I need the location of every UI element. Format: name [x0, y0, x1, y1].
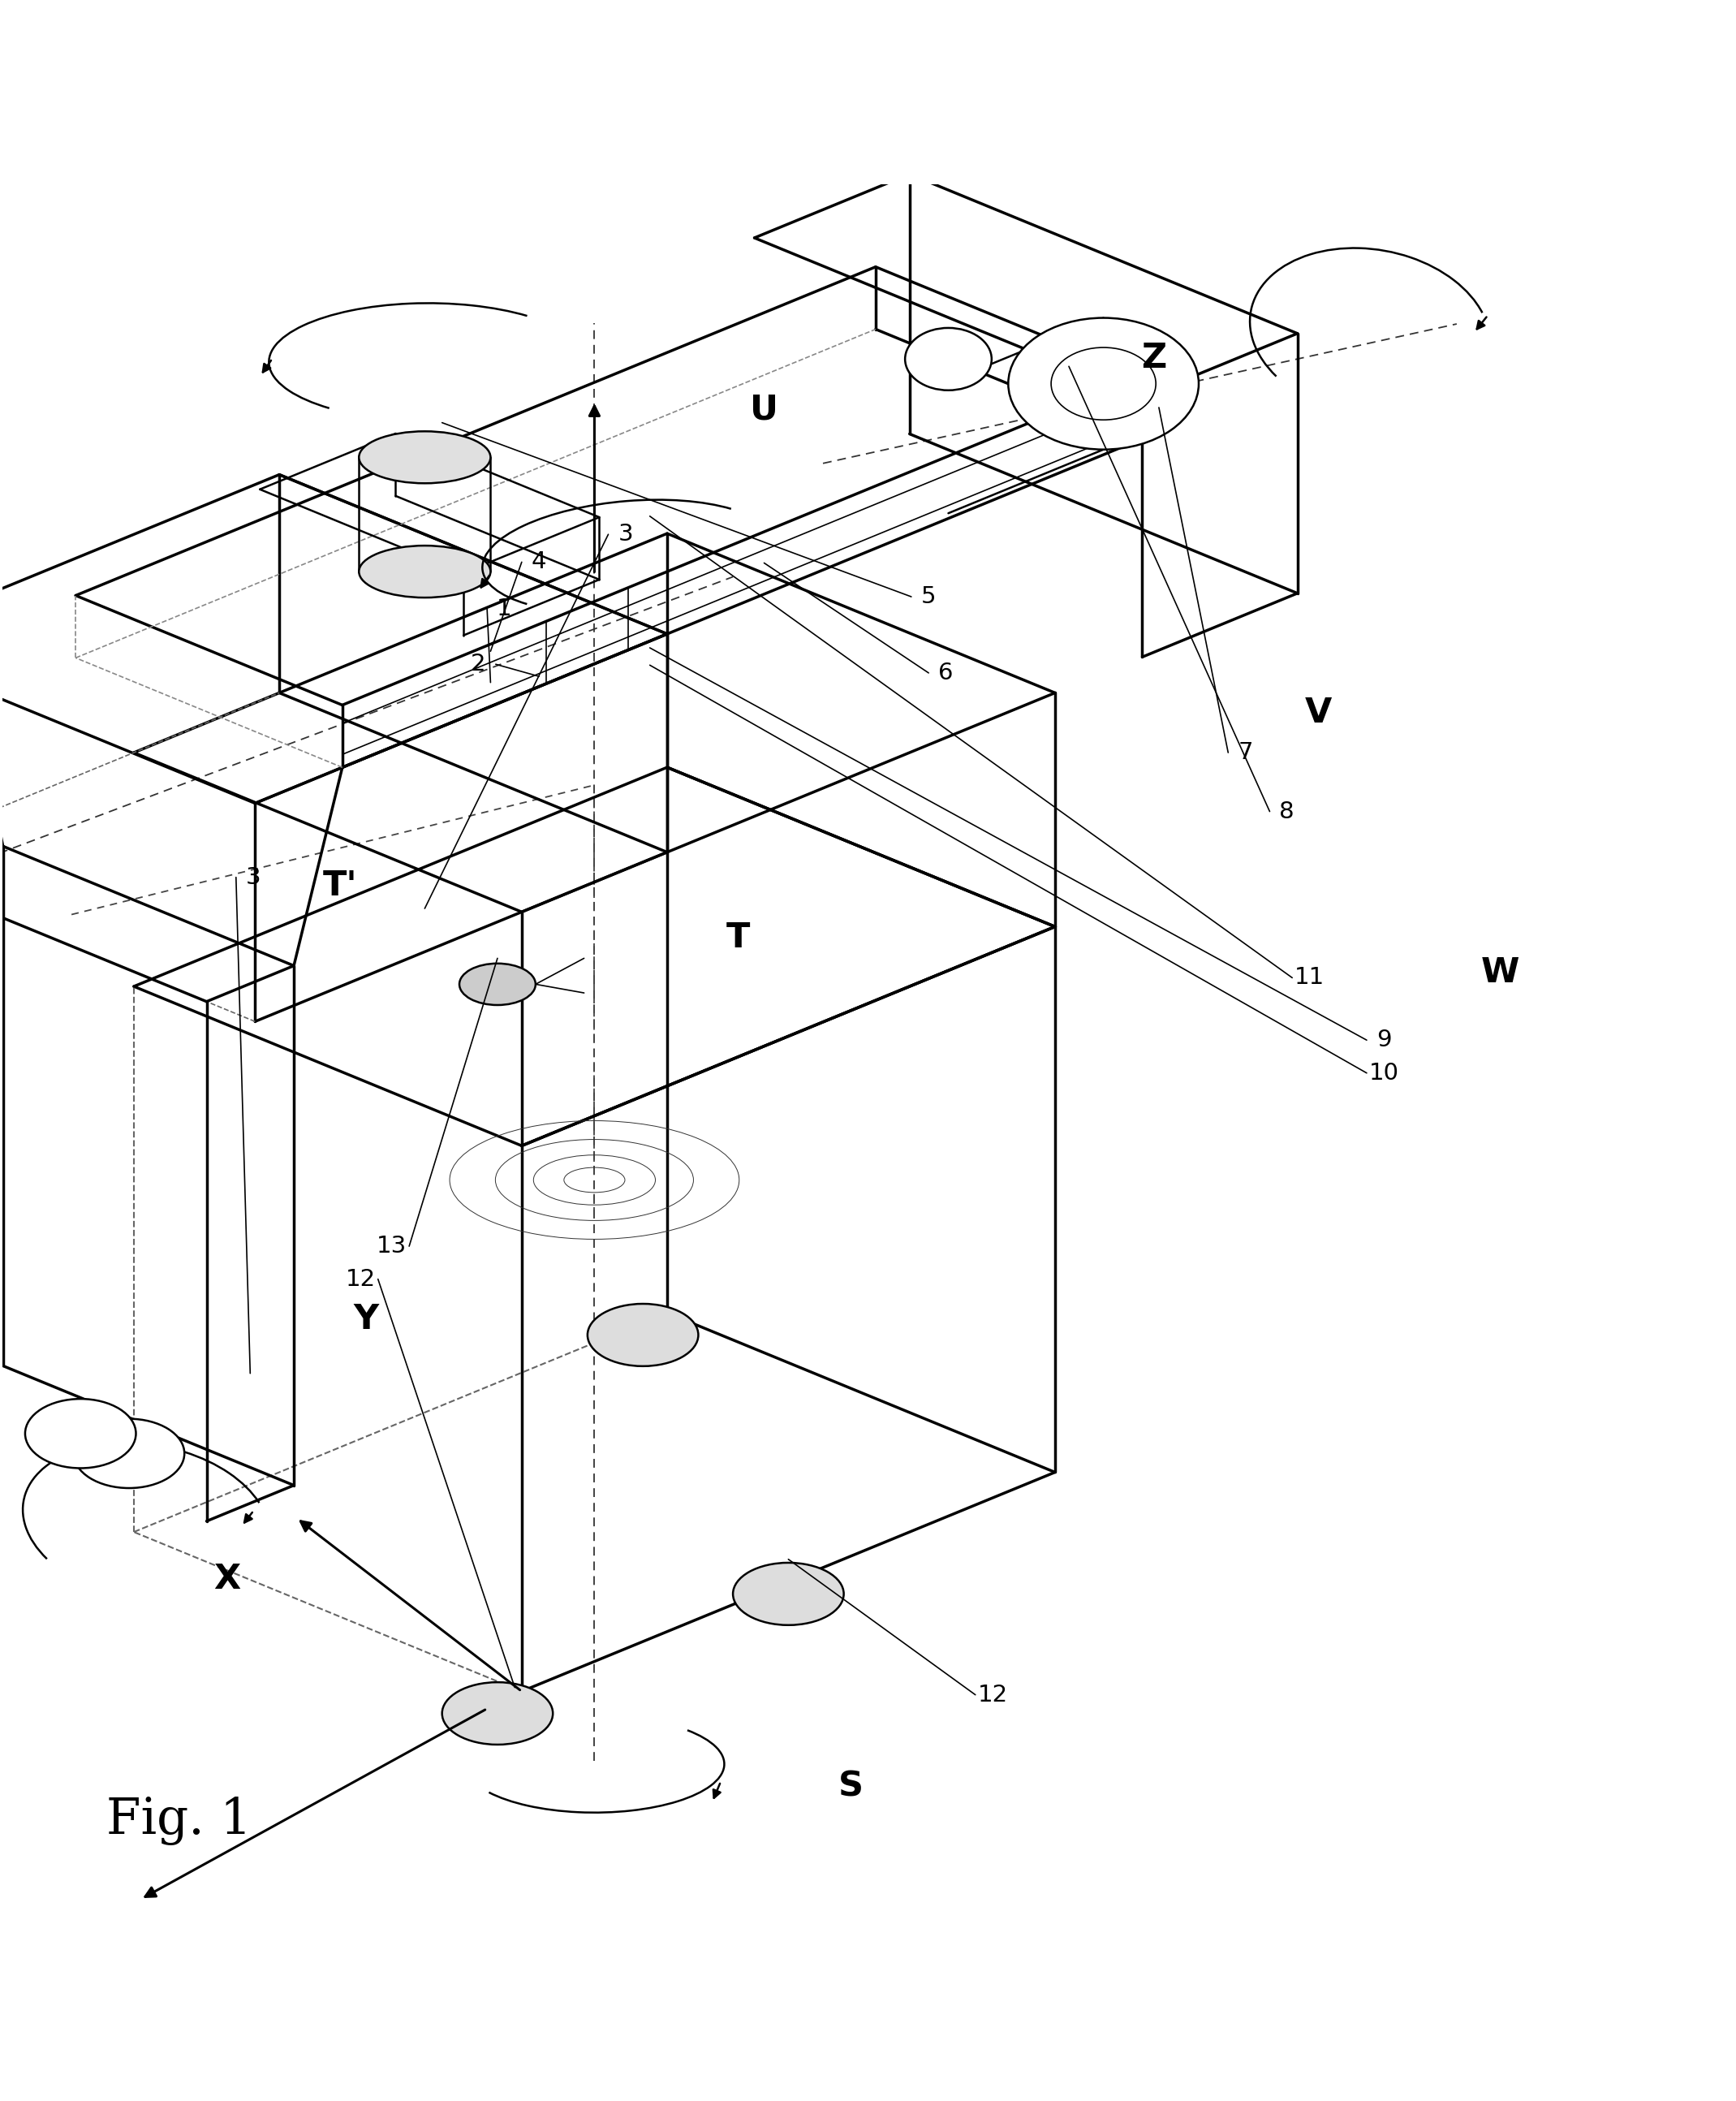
- Text: 8: 8: [1279, 800, 1295, 824]
- Text: 3: 3: [618, 523, 634, 546]
- Ellipse shape: [24, 1399, 135, 1469]
- Ellipse shape: [73, 1418, 184, 1488]
- Text: 1: 1: [496, 597, 512, 620]
- Text: 10: 10: [1370, 1061, 1399, 1084]
- Text: 6: 6: [939, 662, 953, 685]
- Ellipse shape: [1050, 347, 1156, 420]
- Text: W: W: [1481, 956, 1519, 990]
- Text: 3: 3: [247, 866, 260, 889]
- Text: T': T': [323, 870, 358, 903]
- Text: 9: 9: [1377, 1029, 1392, 1050]
- Text: Z: Z: [1141, 340, 1167, 374]
- Text: 12: 12: [345, 1267, 375, 1290]
- Text: Fig. 1: Fig. 1: [106, 1796, 252, 1845]
- Text: S: S: [838, 1769, 863, 1803]
- Text: 7: 7: [1238, 742, 1253, 765]
- Text: 4: 4: [531, 550, 547, 574]
- Text: U: U: [750, 393, 778, 427]
- Ellipse shape: [904, 328, 991, 391]
- Ellipse shape: [443, 1683, 552, 1744]
- Text: Y: Y: [352, 1303, 378, 1336]
- Text: 5: 5: [922, 586, 936, 607]
- Text: X: X: [214, 1561, 241, 1597]
- Text: T: T: [726, 920, 750, 956]
- Ellipse shape: [359, 546, 491, 597]
- Text: 13: 13: [377, 1235, 406, 1258]
- Ellipse shape: [359, 431, 491, 483]
- Text: 2: 2: [470, 653, 486, 677]
- Text: 12: 12: [977, 1683, 1007, 1706]
- Ellipse shape: [460, 964, 535, 1004]
- Ellipse shape: [587, 1305, 698, 1366]
- Ellipse shape: [1009, 317, 1200, 450]
- Ellipse shape: [733, 1563, 844, 1624]
- Text: 11: 11: [1295, 966, 1325, 990]
- Text: V: V: [1305, 695, 1332, 729]
